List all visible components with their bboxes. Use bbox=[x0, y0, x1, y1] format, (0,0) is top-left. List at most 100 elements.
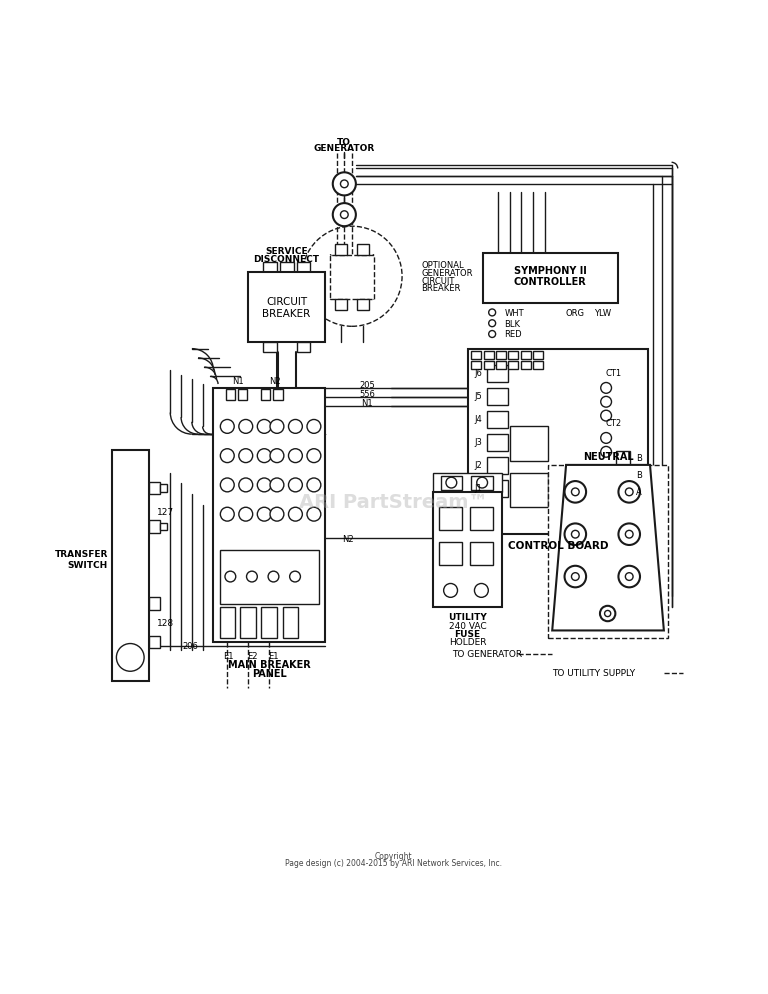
Circle shape bbox=[446, 478, 457, 488]
Text: ARI PartStream™: ARI PartStream™ bbox=[299, 493, 488, 512]
Bar bbox=[335, 245, 347, 255]
Bar bbox=[484, 362, 494, 370]
Circle shape bbox=[257, 478, 271, 492]
Circle shape bbox=[571, 488, 579, 496]
Text: 206: 206 bbox=[182, 642, 198, 651]
Bar bbox=[220, 550, 319, 604]
Circle shape bbox=[564, 567, 586, 587]
Bar bbox=[487, 366, 508, 383]
Circle shape bbox=[239, 478, 253, 492]
Bar bbox=[240, 607, 256, 638]
Bar bbox=[214, 389, 325, 642]
Circle shape bbox=[340, 212, 348, 220]
Bar bbox=[472, 352, 482, 359]
Text: 556: 556 bbox=[359, 390, 376, 399]
Bar bbox=[616, 485, 630, 499]
Text: J5: J5 bbox=[475, 392, 482, 401]
Bar bbox=[439, 543, 462, 566]
Text: CONTROL BOARD: CONTROL BOARD bbox=[508, 541, 608, 551]
Text: CIRCUIT: CIRCUIT bbox=[422, 276, 455, 285]
Polygon shape bbox=[552, 465, 664, 631]
Bar bbox=[261, 390, 270, 401]
Circle shape bbox=[239, 420, 253, 434]
Text: BREAKER: BREAKER bbox=[422, 284, 461, 293]
Bar bbox=[296, 262, 310, 273]
Text: N1: N1 bbox=[232, 377, 244, 386]
Text: J1: J1 bbox=[475, 484, 482, 493]
Text: 240 VAC: 240 VAC bbox=[449, 621, 486, 630]
Bar bbox=[335, 300, 347, 311]
Circle shape bbox=[601, 383, 611, 394]
Circle shape bbox=[257, 449, 271, 463]
Circle shape bbox=[618, 567, 640, 587]
Text: N1: N1 bbox=[362, 399, 373, 408]
Circle shape bbox=[307, 478, 321, 492]
Circle shape bbox=[600, 606, 615, 621]
Text: HOLDER: HOLDER bbox=[449, 638, 486, 647]
Bar bbox=[330, 255, 373, 300]
Text: SYMPHONY II: SYMPHONY II bbox=[514, 265, 587, 275]
Bar bbox=[356, 300, 369, 311]
Bar bbox=[280, 262, 293, 273]
Bar bbox=[470, 508, 493, 531]
Text: YLW: YLW bbox=[594, 308, 611, 318]
Text: Page design (c) 2004-2015 by ARI Network Services, Inc.: Page design (c) 2004-2015 by ARI Network… bbox=[285, 859, 502, 868]
Circle shape bbox=[270, 478, 284, 492]
Text: SERVICE: SERVICE bbox=[265, 248, 308, 256]
Circle shape bbox=[289, 508, 303, 522]
Bar bbox=[273, 390, 283, 401]
Bar bbox=[508, 352, 518, 359]
Text: N2: N2 bbox=[270, 377, 281, 386]
Circle shape bbox=[625, 574, 633, 580]
Text: A: A bbox=[637, 487, 642, 496]
Circle shape bbox=[618, 481, 640, 503]
Bar bbox=[296, 342, 310, 353]
Bar bbox=[149, 636, 160, 648]
Circle shape bbox=[225, 572, 236, 582]
Text: CIRCUIT
BREAKER: CIRCUIT BREAKER bbox=[263, 297, 311, 318]
Circle shape bbox=[477, 478, 488, 488]
Bar bbox=[248, 273, 325, 342]
Bar bbox=[468, 350, 648, 535]
Bar bbox=[160, 485, 167, 492]
Bar bbox=[226, 390, 235, 401]
Text: Copyright: Copyright bbox=[375, 851, 412, 860]
Text: TO GENERATOR: TO GENERATOR bbox=[452, 649, 522, 658]
Circle shape bbox=[564, 481, 586, 503]
Text: J6: J6 bbox=[475, 369, 482, 378]
Circle shape bbox=[270, 449, 284, 463]
Bar bbox=[472, 476, 493, 490]
Circle shape bbox=[270, 420, 284, 434]
Text: TO: TO bbox=[337, 138, 351, 147]
Text: GENERATOR: GENERATOR bbox=[313, 144, 375, 153]
Text: 205: 205 bbox=[359, 380, 376, 390]
Circle shape bbox=[601, 447, 611, 458]
Circle shape bbox=[268, 572, 279, 582]
Circle shape bbox=[488, 320, 495, 327]
Circle shape bbox=[571, 531, 579, 539]
Text: 128: 128 bbox=[157, 618, 174, 627]
Bar bbox=[472, 362, 482, 370]
Bar bbox=[487, 481, 508, 498]
Bar bbox=[238, 390, 247, 401]
Circle shape bbox=[270, 508, 284, 522]
Bar bbox=[521, 362, 531, 370]
Circle shape bbox=[475, 583, 488, 597]
Bar bbox=[263, 262, 276, 273]
Text: NEUTRAL: NEUTRAL bbox=[583, 451, 634, 461]
Circle shape bbox=[307, 508, 321, 522]
Text: J4: J4 bbox=[475, 414, 482, 423]
Circle shape bbox=[239, 508, 253, 522]
Text: FUSE: FUSE bbox=[455, 629, 481, 638]
Circle shape bbox=[444, 583, 458, 597]
Circle shape bbox=[307, 420, 321, 434]
Text: N2: N2 bbox=[343, 534, 354, 543]
Bar bbox=[112, 450, 149, 681]
Bar bbox=[616, 451, 630, 465]
Circle shape bbox=[488, 310, 495, 316]
Bar bbox=[496, 362, 506, 370]
Bar bbox=[483, 253, 617, 304]
Bar bbox=[470, 543, 493, 566]
Text: B: B bbox=[637, 470, 642, 479]
Bar bbox=[356, 245, 369, 255]
